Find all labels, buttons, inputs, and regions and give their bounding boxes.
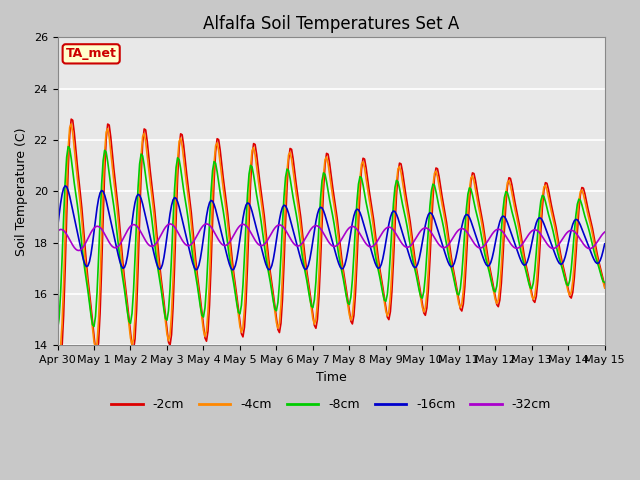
-16cm bbox=[61, 183, 69, 189]
-2cm bbox=[159, 286, 166, 292]
Line: -2cm: -2cm bbox=[58, 119, 605, 359]
-32cm bbox=[75, 248, 83, 253]
Legend: -2cm, -4cm, -8cm, -16cm, -32cm: -2cm, -4cm, -8cm, -16cm, -32cm bbox=[106, 393, 556, 416]
-4cm bbox=[67, 121, 75, 127]
-2cm bbox=[72, 146, 79, 152]
-32cm bbox=[157, 232, 164, 238]
-32cm bbox=[203, 221, 211, 227]
-16cm bbox=[601, 241, 609, 247]
-16cm bbox=[70, 215, 78, 220]
-32cm bbox=[537, 231, 545, 237]
-8cm bbox=[65, 144, 72, 149]
Title: Alfalfa Soil Temperatures Set A: Alfalfa Soil Temperatures Set A bbox=[203, 15, 460, 33]
-4cm bbox=[72, 161, 79, 167]
Line: -8cm: -8cm bbox=[58, 146, 605, 330]
-32cm bbox=[368, 244, 376, 250]
-8cm bbox=[601, 279, 609, 285]
-32cm bbox=[54, 228, 61, 234]
-4cm bbox=[55, 350, 63, 356]
Y-axis label: Soil Temperature (C): Soil Temperature (C) bbox=[15, 127, 28, 255]
Line: -4cm: -4cm bbox=[58, 124, 605, 353]
-32cm bbox=[387, 225, 394, 230]
-4cm bbox=[159, 292, 166, 298]
-32cm bbox=[69, 242, 77, 248]
-2cm bbox=[601, 284, 609, 289]
-2cm bbox=[67, 116, 75, 122]
-4cm bbox=[368, 215, 376, 220]
-16cm bbox=[537, 216, 545, 221]
-4cm bbox=[54, 343, 61, 348]
-16cm bbox=[54, 225, 61, 231]
-4cm bbox=[387, 293, 394, 299]
-8cm bbox=[367, 222, 374, 228]
-2cm bbox=[57, 356, 65, 361]
-16cm bbox=[228, 267, 236, 273]
Line: -16cm: -16cm bbox=[58, 186, 605, 270]
-8cm bbox=[70, 180, 78, 186]
-2cm bbox=[399, 169, 406, 175]
-2cm bbox=[54, 338, 61, 344]
-16cm bbox=[157, 266, 164, 272]
-8cm bbox=[385, 275, 393, 281]
Text: TA_met: TA_met bbox=[66, 48, 116, 60]
Line: -32cm: -32cm bbox=[58, 224, 605, 251]
-16cm bbox=[368, 251, 376, 256]
-32cm bbox=[399, 241, 406, 247]
-16cm bbox=[387, 215, 394, 220]
-8cm bbox=[536, 210, 543, 216]
-2cm bbox=[537, 228, 545, 234]
-32cm bbox=[601, 229, 609, 235]
-2cm bbox=[368, 206, 376, 212]
-2cm bbox=[387, 309, 394, 314]
-16cm bbox=[399, 230, 406, 236]
-8cm bbox=[157, 285, 164, 290]
X-axis label: Time: Time bbox=[316, 371, 346, 384]
-4cm bbox=[537, 213, 545, 219]
-8cm bbox=[54, 327, 61, 333]
-8cm bbox=[397, 194, 405, 200]
-4cm bbox=[399, 180, 406, 185]
-4cm bbox=[601, 285, 609, 291]
